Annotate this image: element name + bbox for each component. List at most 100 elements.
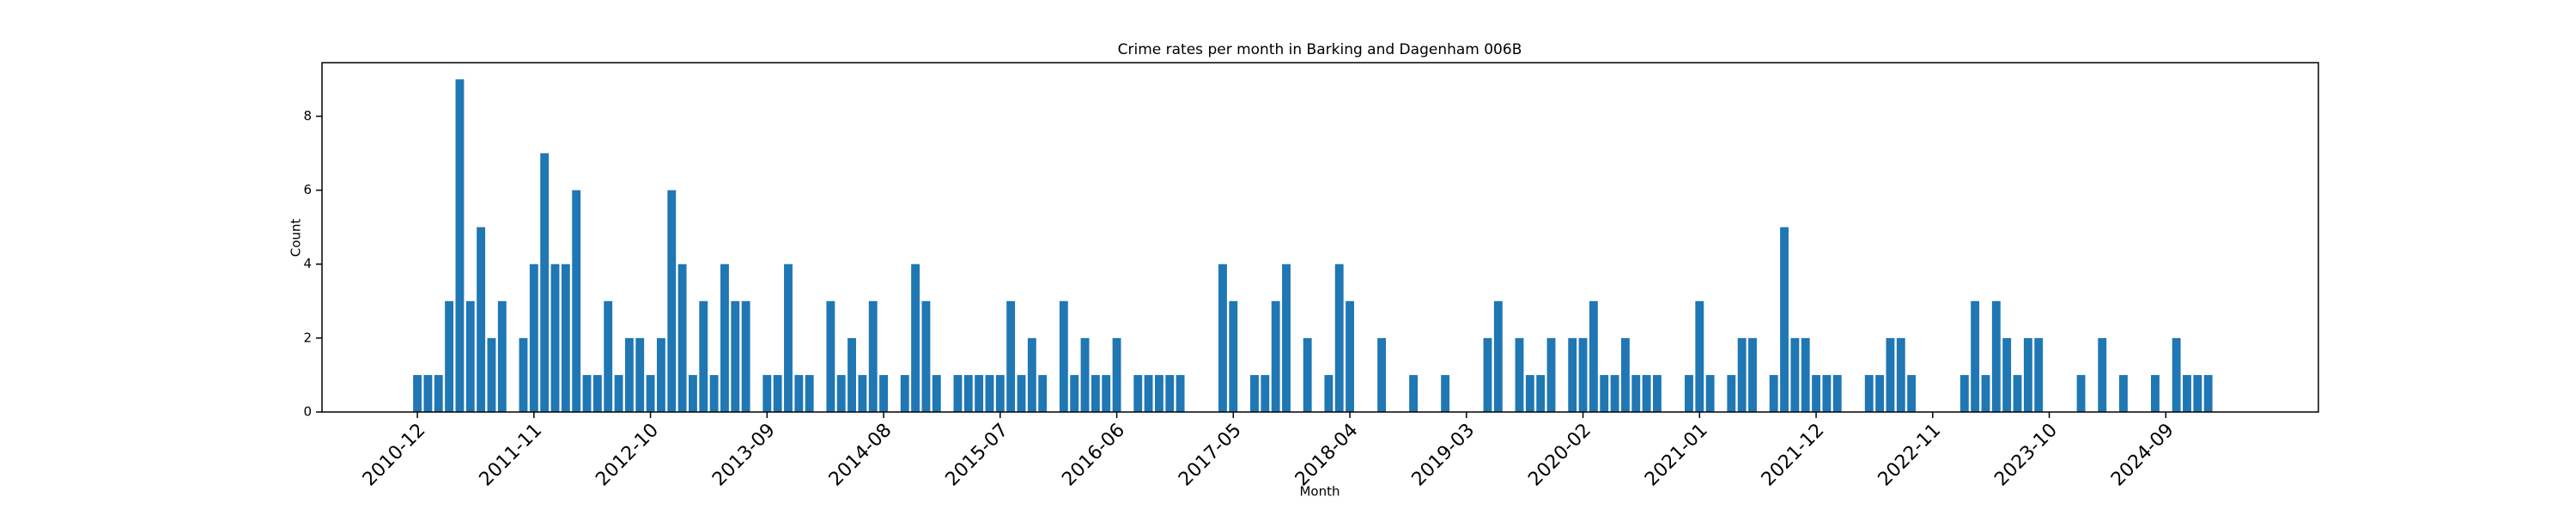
bar [1133,374,1143,412]
x-tick-label: 2015-07 [942,420,1013,491]
bar [423,374,433,412]
bar [540,153,550,412]
bar [413,374,422,412]
bar [1070,374,1079,412]
bar [1790,337,1800,412]
bar [1631,374,1641,412]
x-tick-label: 2014-08 [825,420,896,491]
y-tick-label: 8 [303,108,312,124]
bar [1525,374,1534,412]
bar [1864,374,1874,412]
bar [465,300,475,412]
bar [1578,337,1588,412]
bar [1282,264,1291,412]
bar [709,374,719,412]
x-tick-label: 2018-04 [1291,420,1363,491]
bar [794,374,804,412]
bar [2013,374,2022,412]
bar [1441,374,1450,412]
bar [1748,337,1757,412]
bar [1875,374,1885,412]
bar [445,300,454,412]
bar [1727,374,1736,412]
bar [1907,374,1917,412]
bar [1620,337,1630,412]
bar [1218,264,1227,412]
bar [1589,300,1598,412]
bar [1017,374,1026,412]
x-tick-label: 2016-06 [1058,420,1129,491]
bar [667,190,677,413]
bar [975,374,984,412]
bar [2118,374,2128,412]
bar [1102,374,1111,412]
bar [720,264,729,412]
bar [646,374,655,412]
x-tick-label: 2013-09 [708,420,780,491]
bar [836,374,846,412]
bar [1059,300,1068,412]
bar [434,374,443,412]
bar [1737,337,1747,412]
bar [1271,300,1280,412]
bar [985,374,994,412]
bar [1303,337,1312,412]
bar [953,374,963,412]
x-tick-label: 2024-09 [2107,420,2178,491]
bar [1653,374,1662,412]
bar [1229,300,1238,412]
bar [2002,337,2012,412]
bar [848,337,856,412]
bar [487,337,496,412]
bar [1324,374,1334,412]
bar [1038,374,1048,412]
bar [1493,300,1503,412]
y-axis-label: Count [289,219,304,258]
bar [1959,374,1969,412]
bar [858,374,867,412]
bar [635,337,645,412]
bar [1536,374,1546,412]
bar [1409,374,1419,412]
bar [2172,337,2181,412]
plot-frame [321,62,2319,413]
bar [1801,337,1810,412]
bar [1377,337,1387,412]
bar [2076,374,2086,412]
bar [550,264,560,412]
bar [2193,374,2202,412]
bar [455,79,465,412]
bar [519,337,528,412]
bar [900,374,909,412]
y-tick-label: 2 [303,330,312,345]
x-tick-label: 2017-05 [1175,420,1246,491]
bar [477,227,486,412]
bar [826,300,835,412]
bar [879,374,888,412]
y-tick-label: 4 [303,256,312,271]
bar [1610,374,1619,412]
bar [868,300,878,412]
bar [1642,374,1651,412]
bar [1080,337,1090,412]
bar [1112,337,1121,412]
y-tick-label: 0 [303,404,312,420]
bar [1568,337,1577,412]
bar [1334,264,1344,412]
bar [688,374,697,412]
bar [963,374,973,412]
bar [1483,337,1492,412]
bar [1780,227,1789,412]
bar [529,264,538,412]
bar [1705,374,1715,412]
bar [731,300,740,412]
bar [1981,374,1990,412]
bar [762,374,772,412]
bar [1165,374,1175,412]
bar [2098,337,2107,412]
x-tick-label: 2012-10 [592,420,663,491]
bar [1695,300,1704,412]
bar [2183,374,2191,412]
chart-title: Crime rates per month in Barking and Dag… [1118,41,1522,58]
